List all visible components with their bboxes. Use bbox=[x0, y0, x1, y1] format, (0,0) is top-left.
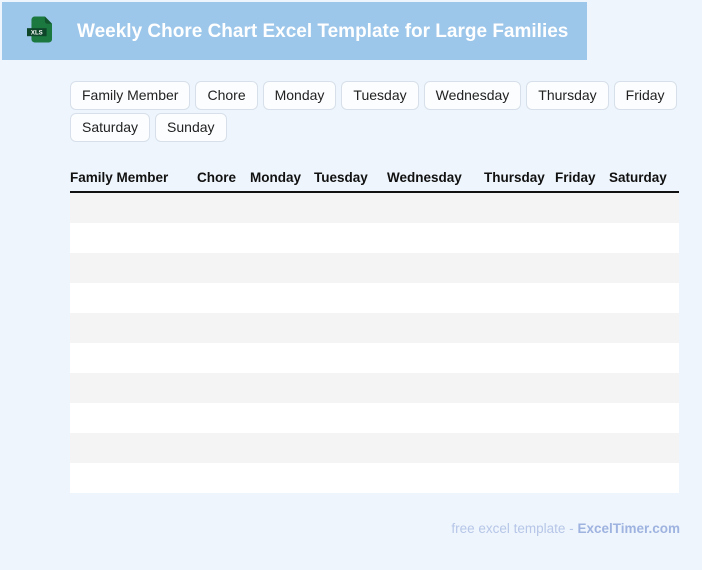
svg-text:XLS: XLS bbox=[31, 30, 43, 36]
